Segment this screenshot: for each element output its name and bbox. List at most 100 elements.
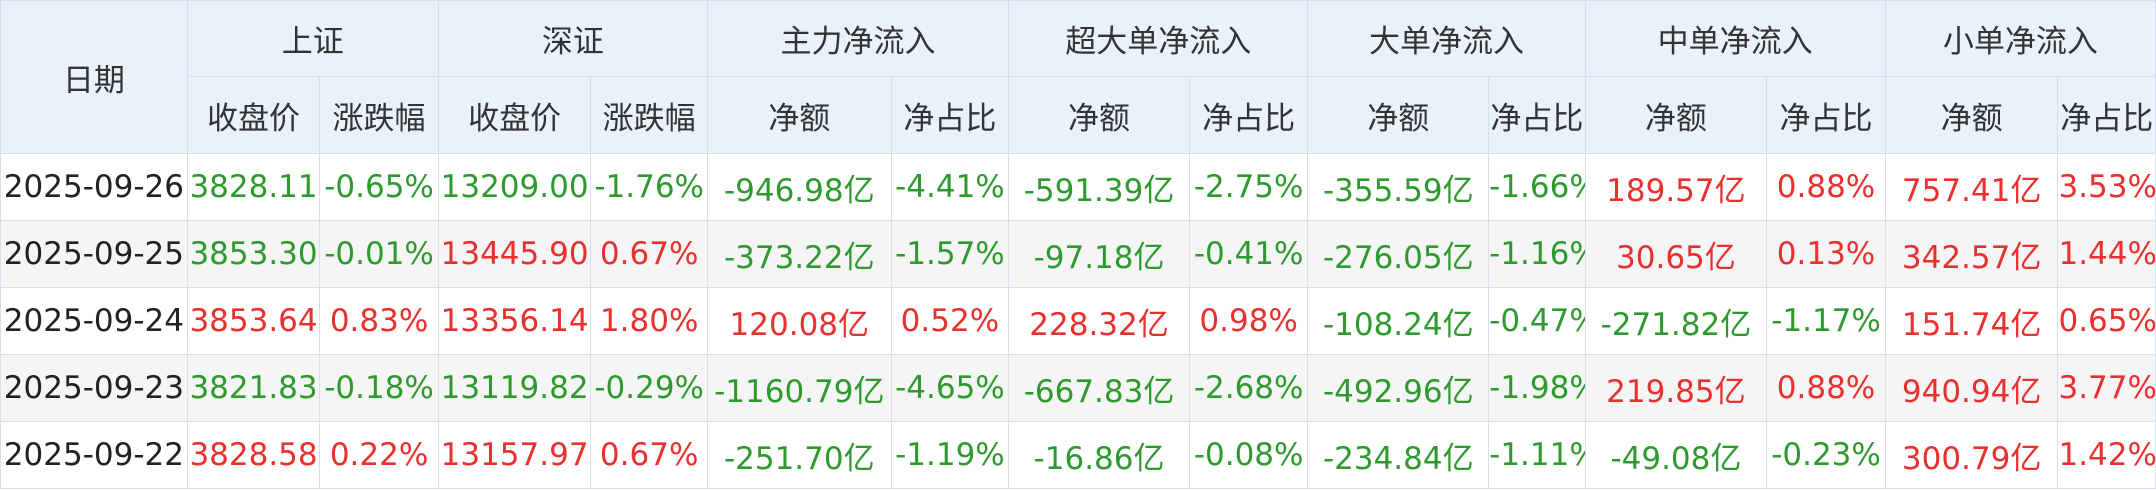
value-cell: 0.22%	[319, 421, 439, 489]
value-cell: 189.57亿	[1584, 153, 1768, 221]
value-cell: -492.96亿	[1307, 354, 1490, 422]
value-cell: 3.53%	[2057, 153, 2156, 221]
value-cell: 13209.00	[437, 153, 592, 221]
header-group-shenzhen: 深证	[437, 0, 708, 77]
value-cell: -108.24亿	[1307, 287, 1490, 355]
value-cell: 1.42%	[2057, 421, 2156, 489]
table-row: 2025-09-23 3821.83 -0.18% 13119.82 -0.29% -11…	[0, 354, 2156, 422]
value-cell: 0.88%	[1766, 354, 1886, 422]
value-cell: -373.22亿	[706, 220, 892, 288]
value-cell: -1.57%	[890, 220, 1010, 288]
value-cell: -0.01%	[319, 220, 439, 288]
value-cell: -2.68%	[1188, 354, 1309, 422]
value-cell: -16.86亿	[1008, 421, 1190, 489]
header-group-large-inflow: 大单净流入	[1307, 0, 1586, 77]
value-cell: 13445.90	[437, 220, 592, 288]
header-sub-11: 净占比	[1766, 76, 1886, 154]
value-cell: -271.82亿	[1584, 287, 1768, 355]
value-cell: -0.65%	[319, 153, 439, 221]
value-cell: 0.52%	[890, 287, 1010, 355]
table-body: 2025-09-26 3828.11 -0.65% 13209.00 -1.76% -94…	[0, 153, 2156, 489]
header-group-super-large-inflow: 超大单净流入	[1008, 0, 1309, 77]
value-cell: 300.79亿	[1884, 421, 2059, 489]
value-cell: -355.59亿	[1307, 153, 1490, 221]
value-cell: -0.18%	[319, 354, 439, 422]
value-cell: -97.18亿	[1008, 220, 1190, 288]
header-sub-9: 净占比	[1488, 76, 1586, 154]
value-cell: 13356.14	[437, 287, 592, 355]
value-cell: -591.39亿	[1008, 153, 1190, 221]
value-cell: 13119.82	[437, 354, 592, 422]
header-row-groups: 日期 上证 深证 主力净流入 超大单净流入 大单净流入 中单净流入 小单净流入	[0, 0, 2156, 154]
header-group-small-inflow: 小单净流入	[1884, 0, 2156, 77]
header-sub-7: 净占比	[1188, 76, 1309, 154]
value-cell: -1160.79亿	[706, 354, 892, 422]
value-cell: -1.76%	[590, 153, 708, 221]
date-cell: 2025-09-26	[0, 153, 188, 221]
value-cell: 219.85亿	[1584, 354, 1768, 422]
table-row: 2025-09-25 3853.30 -0.01% 13445.90 0.67% -373…	[0, 220, 2156, 288]
value-cell: 3821.83	[186, 354, 321, 422]
header-sub-12: 净额	[1884, 76, 2059, 154]
value-cell: -1.19%	[890, 421, 1010, 489]
value-cell: 151.74亿	[1884, 287, 2059, 355]
date-cell: 2025-09-22	[0, 421, 188, 489]
value-cell: 3853.64	[186, 287, 321, 355]
value-cell: -49.08亿	[1584, 421, 1768, 489]
value-cell: -1.16%	[1488, 220, 1586, 288]
value-cell: 0.88%	[1766, 153, 1886, 221]
value-cell: -0.08%	[1188, 421, 1309, 489]
value-cell: 1.80%	[590, 287, 708, 355]
header-sub-4: 净额	[706, 76, 892, 154]
header-group-shanghai: 上证	[186, 0, 439, 77]
header-sub-1: 涨跌幅	[319, 76, 439, 154]
header-sub-2: 收盘价	[437, 76, 592, 154]
header-group-main-inflow: 主力净流入	[706, 0, 1010, 77]
value-cell: 3853.30	[186, 220, 321, 288]
header-sub-0: 收盘价	[186, 76, 321, 154]
value-cell: 0.65%	[2057, 287, 2156, 355]
header-sub-6: 净额	[1008, 76, 1190, 154]
table-row: 2025-09-22 3828.58 0.22% 13157.97 0.67% -251.…	[0, 421, 2156, 489]
header-sub-10: 净额	[1584, 76, 1768, 154]
value-cell: -1.98%	[1488, 354, 1586, 422]
value-cell: 0.67%	[590, 220, 708, 288]
value-cell: -276.05亿	[1307, 220, 1490, 288]
header-date: 日期	[0, 0, 188, 154]
value-cell: 3.77%	[2057, 354, 2156, 422]
header-sub-13: 净占比	[2057, 76, 2156, 154]
header-sub-3: 涨跌幅	[590, 76, 708, 154]
value-cell: -1.17%	[1766, 287, 1886, 355]
table-row: 2025-09-24 3853.64 0.83% 13356.14 1.80% 120.0…	[0, 287, 2156, 355]
date-cell: 2025-09-25	[0, 220, 188, 288]
value-cell: 120.08亿	[706, 287, 892, 355]
value-cell: -2.75%	[1188, 153, 1309, 221]
value-cell: -4.41%	[890, 153, 1010, 221]
table-row: 2025-09-26 3828.11 -0.65% 13209.00 -1.76% -94…	[0, 153, 2156, 221]
value-cell: -0.47%	[1488, 287, 1586, 355]
value-cell: 757.41亿	[1884, 153, 2059, 221]
value-cell: 0.98%	[1188, 287, 1309, 355]
value-cell: 0.67%	[590, 421, 708, 489]
value-cell: 228.32亿	[1008, 287, 1190, 355]
header-row-sub: 收盘价 涨跌幅 收盘价 涨跌幅 净额 净占比 净额 净占比 净额 净占比 净额 净占比 净额 净占比	[1, 76, 2156, 154]
value-cell: -0.29%	[590, 354, 708, 422]
value-cell: -946.98亿	[706, 153, 892, 221]
value-cell: 13157.97	[437, 421, 592, 489]
value-cell: -1.11%	[1488, 421, 1586, 489]
value-cell: 30.65亿	[1584, 220, 1768, 288]
value-cell: 0.13%	[1766, 220, 1886, 288]
value-cell: -0.41%	[1188, 220, 1309, 288]
value-cell: -4.65%	[890, 354, 1010, 422]
value-cell: -0.23%	[1766, 421, 1886, 489]
date-cell: 2025-09-24	[0, 287, 188, 355]
value-cell: 342.57亿	[1884, 220, 2059, 288]
value-cell: 3828.11	[186, 153, 321, 221]
value-cell: 940.94亿	[1884, 354, 2059, 422]
value-cell: 3828.58	[186, 421, 321, 489]
header-sub-5: 净占比	[890, 76, 1010, 154]
value-cell: 0.83%	[319, 287, 439, 355]
value-cell: -234.84亿	[1307, 421, 1490, 489]
value-cell: -667.83亿	[1008, 354, 1190, 422]
